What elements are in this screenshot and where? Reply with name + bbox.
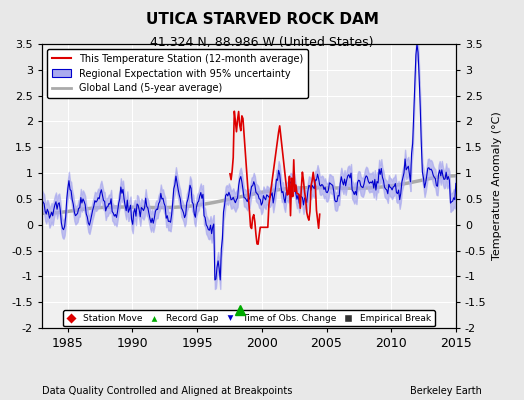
Line: Regional Expectation with 95% uncertainty: Regional Expectation with 95% uncertaint… bbox=[42, 44, 456, 280]
Legend: Station Move, Record Gap, Time of Obs. Change, Empirical Break: Station Move, Record Gap, Time of Obs. C… bbox=[63, 310, 434, 326]
Global Land (5-year average) bbox=[453, 174, 459, 178]
Text: 41.324 N, 88.986 W (United States): 41.324 N, 88.986 W (United States) bbox=[150, 36, 374, 49]
Global Land (5-year average) bbox=[252, 191, 258, 196]
Global Land (5-year average) bbox=[39, 211, 45, 216]
This Temperature Station (12-month average) bbox=[255, 242, 261, 247]
This Temperature Station (12-month average) bbox=[297, 206, 303, 211]
This Temperature Station (12-month average) bbox=[301, 189, 308, 194]
This Temperature Station (12-month average) bbox=[233, 129, 239, 134]
Global Land (5-year average) bbox=[334, 186, 340, 190]
This Temperature Station (12-month average) bbox=[274, 146, 280, 150]
Regional Expectation with 95% uncertainty bbox=[452, 197, 458, 202]
Global Land (5-year average) bbox=[53, 210, 59, 215]
Regional Expectation with 95% uncertainty bbox=[397, 197, 403, 202]
Regional Expectation with 95% uncertainty bbox=[53, 199, 59, 204]
This Temperature Station (12-month average) bbox=[316, 212, 323, 217]
Regional Expectation with 95% uncertainty bbox=[66, 178, 72, 183]
Regional Expectation with 95% uncertainty bbox=[453, 181, 459, 186]
This Temperature Station (12-month average) bbox=[231, 109, 237, 114]
Text: UTICA STARVED ROCK DAM: UTICA STARVED ROCK DAM bbox=[146, 12, 378, 27]
Line: Global Land (5-year average): Global Land (5-year average) bbox=[42, 176, 456, 213]
Global Land (5-year average) bbox=[66, 209, 72, 214]
This Temperature Station (12-month average) bbox=[269, 178, 275, 183]
Global Land (5-year average) bbox=[450, 174, 456, 178]
Regional Expectation with 95% uncertainty bbox=[39, 198, 45, 202]
Regional Expectation with 95% uncertainty bbox=[335, 193, 341, 198]
Y-axis label: Temperature Anomaly (°C): Temperature Anomaly (°C) bbox=[492, 112, 502, 260]
Line: This Temperature Station (12-month average): This Temperature Station (12-month avera… bbox=[230, 111, 320, 244]
Regional Expectation with 95% uncertainty bbox=[212, 278, 218, 282]
Regional Expectation with 95% uncertainty bbox=[414, 42, 420, 47]
Text: Data Quality Controlled and Aligned at Breakpoints: Data Quality Controlled and Aligned at B… bbox=[42, 386, 292, 396]
Text: Berkeley Earth: Berkeley Earth bbox=[410, 386, 482, 396]
Global Land (5-year average) bbox=[396, 182, 402, 187]
Regional Expectation with 95% uncertainty bbox=[253, 190, 259, 195]
This Temperature Station (12-month average) bbox=[228, 177, 234, 182]
This Temperature Station (12-month average) bbox=[227, 172, 233, 176]
